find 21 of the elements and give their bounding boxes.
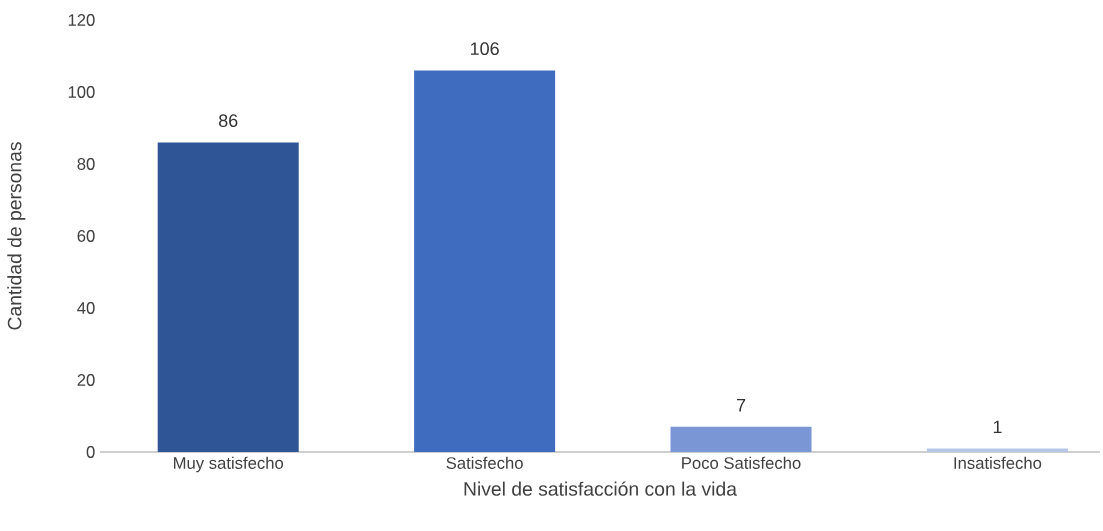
data-label: 1 xyxy=(993,420,1002,434)
y-tick-label: 40 xyxy=(77,302,95,314)
data-label: 7 xyxy=(736,399,746,412)
y-tick-label: 60 xyxy=(77,230,95,242)
y-tick-label: 20 xyxy=(77,374,95,386)
x-tick-label: Insatisfecho xyxy=(954,456,1042,469)
x-axis-title: Nivel de satisfacción con la vida xyxy=(464,481,737,496)
y-tick-label: 0 xyxy=(86,446,95,458)
y-tick-label: 120 xyxy=(68,14,95,26)
x-tick-label: Muy satisfecho xyxy=(174,456,284,473)
x-tick-label: Satisfecho xyxy=(446,456,523,469)
y-axis-title: Cantidad de personas xyxy=(7,142,26,330)
bar xyxy=(157,142,299,452)
data-label: 106 xyxy=(470,42,499,56)
y-tick-label: 100 xyxy=(68,86,95,98)
data-label: 86 xyxy=(218,114,238,127)
y-tick-label: 80 xyxy=(77,158,95,170)
bar xyxy=(926,448,1068,452)
bar xyxy=(414,70,556,452)
x-tick-label: Poco Satisfecho xyxy=(682,456,801,469)
bar xyxy=(670,426,812,452)
